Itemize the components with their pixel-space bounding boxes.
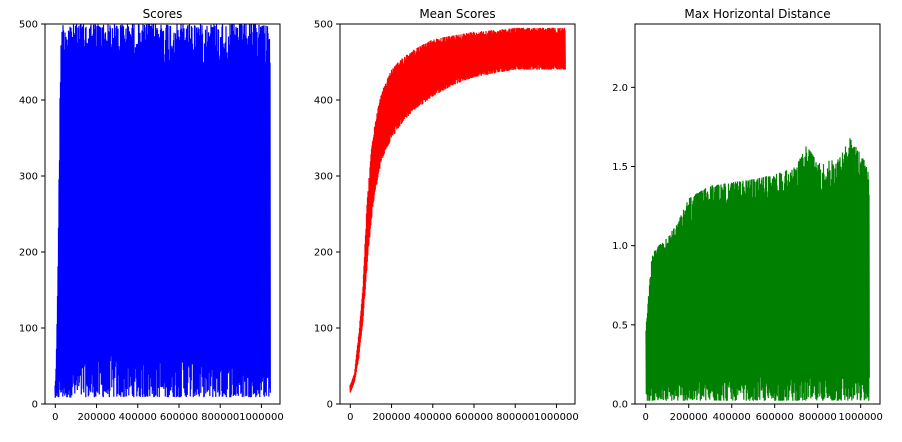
mean-scores-series-0 — [349, 27, 566, 393]
scores-y-tick-label: 400 — [19, 96, 38, 107]
mean-scores-x-tick-label: 400000 — [414, 412, 452, 423]
max-horizontal-distance-y-tick-label: 2.0 — [612, 83, 628, 94]
scores-x-tick-label: 600000 — [160, 412, 198, 423]
panel-mean-scores: 0 200000 400000 600000 800000 1000000 0 100 200 3… — [314, 7, 579, 423]
scores-x-tick-label: 400000 — [119, 412, 157, 423]
mean-scores-x-tick-label: 1000000 — [534, 412, 579, 423]
max-horizontal-distance-y-tick-label: 0.5 — [612, 320, 628, 331]
mean-scores-y-tick-label: 300 — [314, 172, 333, 183]
mean-scores-y-tick-label: 400 — [314, 96, 333, 107]
mean-scores-axes-frame — [339, 23, 576, 405]
mean-scores-y-tick-label: 0 — [327, 400, 333, 411]
scores-y-tick-label: 500 — [19, 20, 38, 31]
panel-max-horizontal-distance: 0 200000 400000 600000 800000 1000000 0.0 0.5 1.… — [612, 7, 883, 423]
max-horizontal-distance-y-tick-label: 1.5 — [612, 162, 628, 173]
scores-axes-frame — [44, 23, 281, 405]
max-horizontal-distance-x-tick-label: 0 — [643, 412, 649, 423]
scores-x-tick-label: 0 — [52, 412, 58, 423]
mean-scores-y-tick-label: 200 — [314, 248, 333, 259]
max-horizontal-distance-x-tick-label: 400000 — [713, 412, 751, 423]
max-horizontal-distance-x-tick-label: 600000 — [756, 412, 794, 423]
scores-x-tick-label: 200000 — [77, 412, 115, 423]
max-horizontal-distance-series-0 — [645, 138, 870, 401]
mean-scores-x-tick-label: 800000 — [496, 412, 534, 423]
scores-title: Scores — [143, 7, 183, 21]
mean-scores-x-tick-label: 600000 — [455, 412, 493, 423]
scores-x-tick-label: 800000 — [201, 412, 239, 423]
scores-x-tick-label: 1000000 — [239, 412, 284, 423]
mean-scores-x-tick-label: 0 — [347, 412, 353, 423]
scores-y-tick-label: 100 — [19, 324, 38, 335]
max-horizontal-distance-x-tick-label: 200000 — [670, 412, 708, 423]
max-horizontal-distance-title: Max Horizontal Distance — [684, 7, 830, 21]
scores-y-tick-label: 200 — [19, 248, 38, 259]
mean-scores-y-tick-label: 100 — [314, 324, 333, 335]
max-horizontal-distance-y-tick-label: 1.0 — [612, 241, 628, 252]
scores-y-tick-label: 0 — [32, 400, 38, 411]
max-horizontal-distance-axes-frame — [634, 23, 881, 405]
scores-series-0 — [54, 24, 271, 398]
panel-scores: 0 200000 400000 600000 800000 1000000 0 100 200 3… — [19, 7, 284, 423]
max-horizontal-distance-x-tick-label: 800000 — [799, 412, 837, 423]
max-horizontal-distance-y-tick-label: 0.0 — [612, 400, 628, 411]
mean-scores-title: Mean Scores — [419, 7, 495, 21]
scores-y-tick-label: 300 — [19, 172, 38, 183]
max-horizontal-distance-x-tick-label: 1000000 — [838, 412, 883, 423]
mean-scores-y-tick-label: 500 — [314, 20, 333, 31]
mean-scores-x-tick-label: 200000 — [372, 412, 410, 423]
